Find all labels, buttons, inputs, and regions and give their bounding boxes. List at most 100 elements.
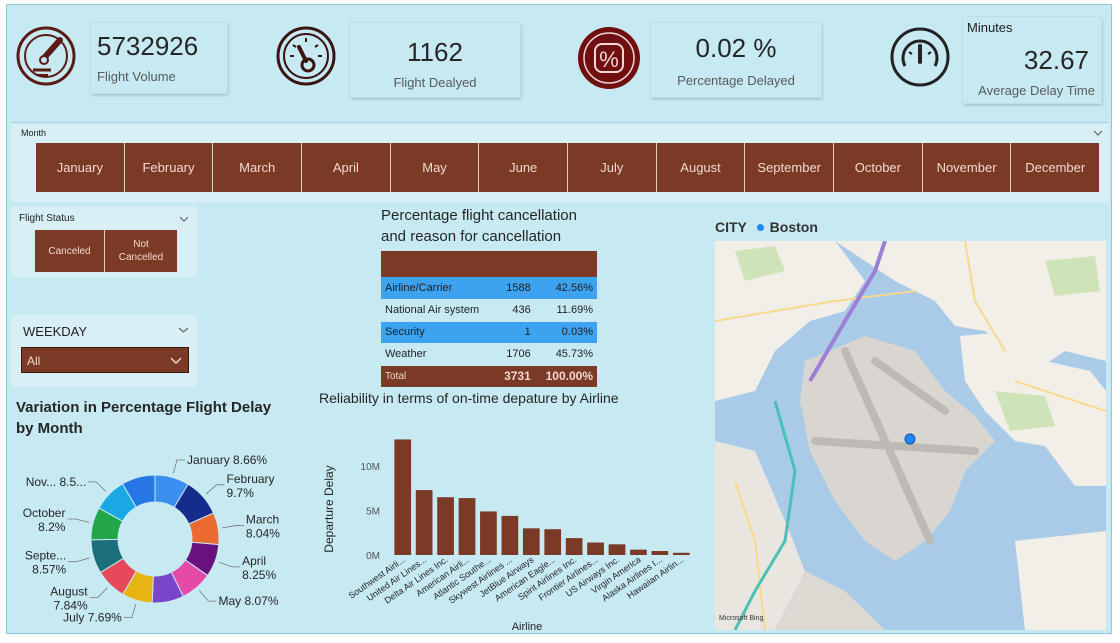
month-button-june[interactable]: June	[479, 143, 569, 192]
donut-label: May 8.07%	[219, 594, 279, 608]
bar[interactable]	[480, 511, 497, 555]
cancel-cell-count: 1	[495, 321, 535, 344]
weekday-title: WEEKDAY	[23, 324, 88, 339]
y-axis-label: Departure Delay	[322, 465, 336, 552]
month-buttons: January February March April May June July Augu…	[36, 143, 1100, 192]
donut-leader-line	[89, 587, 108, 598]
donut-label: October 8.2%	[23, 506, 66, 534]
cancel-table: Airline/Carrier 1588 42.56% National Air sy…	[381, 277, 597, 387]
percentage-delayed-value: 0.02 %	[695, 33, 777, 63]
bar[interactable]	[565, 538, 583, 555]
bar[interactable]	[522, 528, 540, 555]
donut-label: March 8.04%	[246, 513, 280, 541]
bar[interactable]	[672, 552, 690, 555]
bar[interactable]	[415, 490, 433, 555]
total-pct: 100.00%	[545, 369, 593, 384]
bar[interactable]	[394, 439, 412, 555]
status-option-not-cancelled[interactable]: Not Cancelled	[105, 230, 177, 272]
status-option-label: Not Cancelled	[118, 239, 164, 263]
cancel-title-line2: and reason for cancellation	[381, 228, 562, 245]
percentage-delayed-label: Percentage Delayed	[677, 73, 795, 88]
bar[interactable]	[437, 497, 454, 555]
donut-label: July 7.69%	[63, 611, 122, 625]
cancel-total-row: Total 3731 100.00%	[381, 365, 597, 387]
donut-label: January 8.66%	[187, 453, 267, 467]
bar-chart-title: Reliability in terms of on-time depature…	[319, 390, 619, 406]
donut-label: Septe... 8.57%	[25, 549, 67, 577]
map-view[interactable]: Microsoft Bing	[715, 241, 1106, 630]
donut-title-line1: Variation in Percentage Flight Delay	[16, 399, 272, 416]
percentage-delayed-card: 0.02 % Percentage Delayed	[651, 23, 821, 97]
status-option-canceled[interactable]: Canceled	[35, 230, 105, 272]
month-button-august[interactable]: August	[656, 143, 746, 192]
donut-slice-december[interactable]	[121, 474, 156, 508]
donut-leader-line	[205, 484, 225, 495]
cancel-cell-pct: 42.56%	[534, 277, 597, 300]
average-delay-value: 32.67	[1023, 45, 1089, 75]
cancel-cell-pct: 45.73%	[534, 343, 597, 366]
cancel-cell-reason: National Air system	[381, 299, 496, 322]
y-tick-label: 10M	[361, 462, 380, 473]
month-button-december[interactable]: December	[1011, 143, 1100, 192]
month-slicer-title: Month	[21, 128, 47, 138]
average-delay-card: Minutes 32.67 Average Delay Time	[963, 17, 1101, 103]
bar[interactable]	[651, 551, 669, 555]
cancel-table-row: Security 1 0.03%	[381, 321, 597, 344]
month-button-april[interactable]: April	[302, 143, 391, 192]
cancel-cell-count: 1706	[495, 343, 535, 366]
donut-chart: January 8.66% February 9.7% March 8.04% April…	[23, 453, 280, 625]
legend-dot-icon	[756, 224, 764, 231]
svg-text:%: %	[599, 47, 619, 72]
flight-volume-gauge-icon	[16, 26, 76, 86]
weekday-slicer: WEEKDAY All	[11, 315, 197, 387]
cancel-cell-reason: Weather	[381, 343, 496, 366]
map-title: CITY Boston	[715, 219, 818, 235]
percent-icon: %	[578, 27, 640, 89]
cancel-cell-reason: Airline/Carrier	[381, 277, 496, 300]
cancel-table-row: Weather 1706 45.73%	[381, 343, 597, 366]
donut-leader-line	[172, 459, 186, 474]
month-button-november[interactable]: November	[922, 143, 1012, 192]
flight-volume-value: 5732926	[97, 31, 199, 61]
month-button-july[interactable]: July	[568, 143, 657, 192]
chevron-down-icon[interactable]	[178, 326, 189, 334]
donut-leader-line	[123, 604, 137, 619]
month-button-march[interactable]: March	[213, 143, 303, 192]
donut-leader-line	[218, 561, 241, 568]
cancel-cell-count: 1588	[495, 277, 535, 300]
chevron-down-icon[interactable]	[179, 215, 189, 223]
status-option-label: Canceled	[48, 245, 91, 257]
total-count: 3731	[504, 369, 531, 384]
map-legend-label: Boston	[769, 219, 818, 235]
bar[interactable]	[544, 529, 562, 555]
donut-label: April 8.25%	[242, 554, 276, 582]
total-label: Total	[385, 370, 407, 382]
bar[interactable]	[630, 549, 647, 555]
timer-gauge-icon	[890, 27, 950, 87]
flight-volume-label: Flight Volume	[97, 69, 176, 84]
month-button-october[interactable]: October	[834, 143, 923, 192]
bar[interactable]	[458, 498, 476, 555]
y-tick-label: 5M	[366, 507, 380, 518]
cancel-table-row: Airline/Carrier 1588 42.56%	[381, 277, 597, 300]
cancel-cell-count: 436	[495, 299, 535, 322]
bar[interactable]	[587, 542, 604, 555]
month-button-september[interactable]: September	[745, 143, 835, 192]
donut-label: February 9.7%	[227, 472, 275, 500]
weekday-dropdown[interactable]: All	[21, 347, 189, 373]
bar[interactable]	[501, 515, 519, 555]
cancel-title-line1: Percentage flight cancellation	[381, 207, 577, 224]
month-button-february[interactable]: February	[124, 143, 214, 192]
cancel-table-header	[381, 251, 597, 277]
flights-delayed-label: Flight Dealyed	[393, 75, 477, 90]
weekday-selected: All	[27, 354, 41, 368]
donut-leader-line	[68, 557, 90, 563]
cancel-table-title: Percentage flight cancellation and reaso…	[381, 205, 577, 247]
month-button-january[interactable]: January	[36, 143, 125, 192]
flight-status-title: Flight Status	[19, 213, 75, 224]
month-button-may[interactable]: May	[390, 143, 480, 192]
x-axis-label: Airline	[512, 621, 543, 633]
chevron-down-icon[interactable]	[1093, 129, 1103, 137]
average-delay-unit: Minutes	[967, 20, 1013, 35]
bar[interactable]	[608, 544, 626, 555]
